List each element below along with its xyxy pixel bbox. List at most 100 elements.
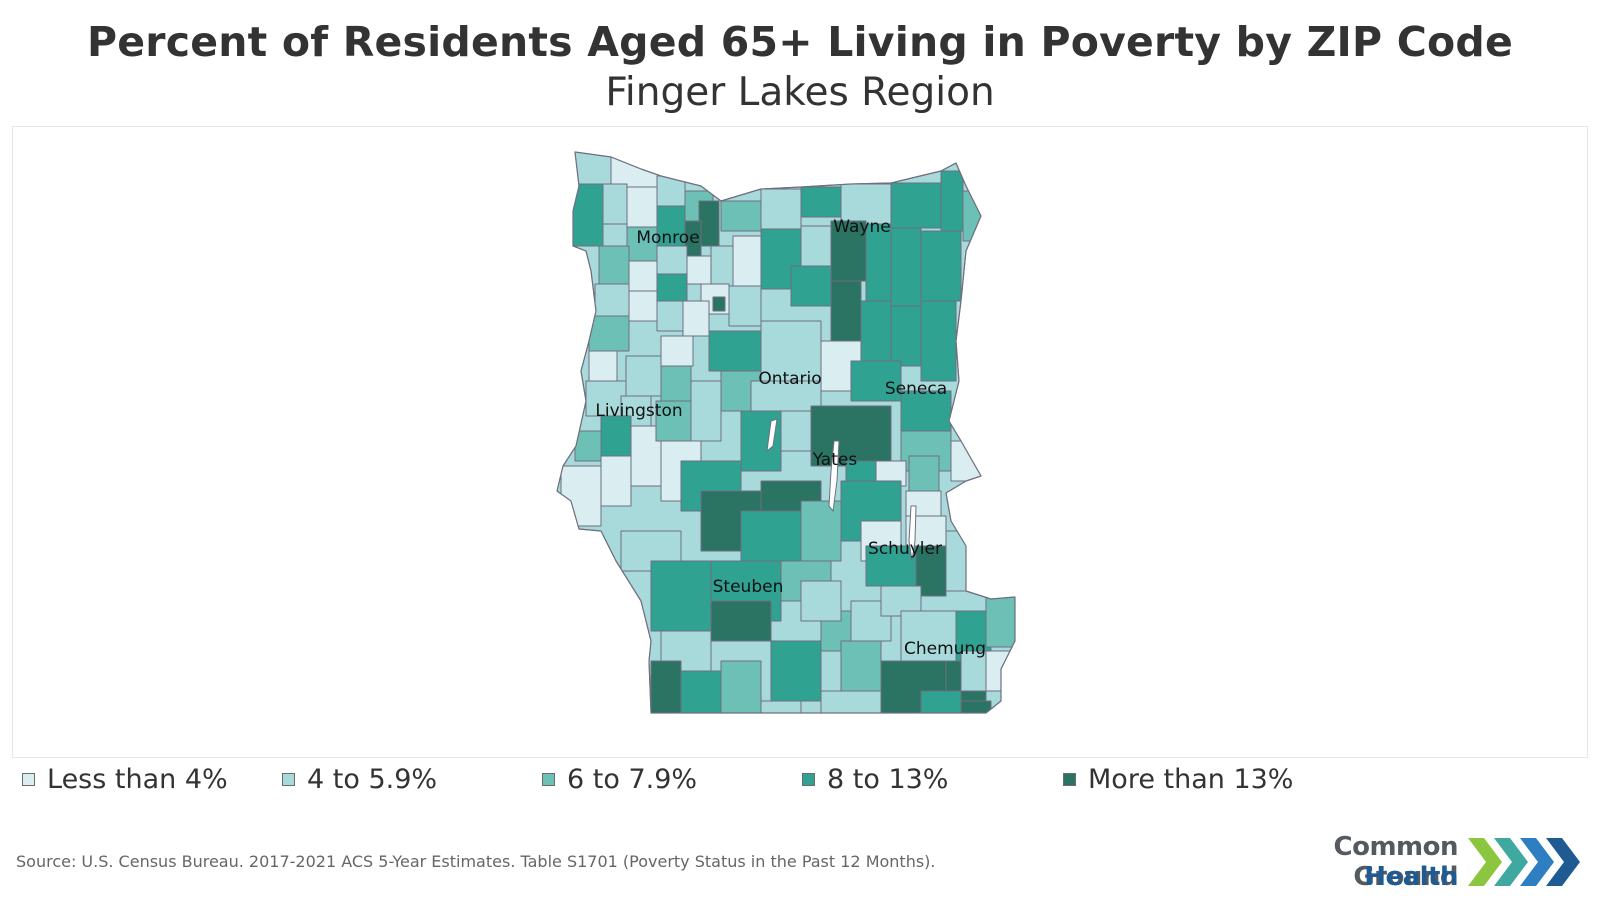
zip-area[interactable] xyxy=(602,183,628,225)
zip-area[interactable] xyxy=(800,580,842,622)
county-label-livingston: Livingston xyxy=(595,401,682,421)
county-label-wayne: Wayne xyxy=(833,217,890,237)
zip-area[interactable] xyxy=(610,156,662,188)
zip-area[interactable] xyxy=(740,510,802,562)
zip-area[interactable] xyxy=(656,245,688,275)
map-panel[interactable]: Monroe Wayne Ontario Seneca Livingston Yates S… xyxy=(12,126,1588,758)
zip-area[interactable] xyxy=(656,273,688,303)
zip-area[interactable] xyxy=(732,235,762,287)
zip-area[interactable] xyxy=(770,640,822,702)
legend-item-more-than-13[interactable]: More than 13% xyxy=(1063,764,1293,795)
common-ground-health-logo[interactable]: Common Ground Health xyxy=(1232,832,1588,892)
zip-area[interactable] xyxy=(560,465,602,527)
zip-code-map[interactable]: Monroe Wayne Ontario Seneca Livingston Yates S… xyxy=(13,127,1589,759)
zip-area[interactable] xyxy=(760,188,802,230)
zip-regions xyxy=(556,151,1016,714)
legend-swatch xyxy=(542,773,555,786)
zip-area[interactable] xyxy=(650,660,682,713)
zip-area[interactable] xyxy=(720,660,762,713)
zip-area[interactable] xyxy=(820,690,882,713)
zip-area[interactable] xyxy=(656,300,684,332)
zip-area[interactable] xyxy=(682,300,710,337)
county-label-monroe: Monroe xyxy=(636,228,699,248)
legend-item-less-than-4[interactable]: Less than 4% xyxy=(22,764,228,795)
zip-area[interactable] xyxy=(960,700,992,713)
zip-area[interactable] xyxy=(830,280,862,342)
legend-item-6-to-7-9[interactable]: 6 to 7.9% xyxy=(542,764,697,795)
zip-area[interactable] xyxy=(650,560,712,632)
legend-label: 8 to 13% xyxy=(827,764,949,795)
zip-area[interactable] xyxy=(760,320,822,382)
zip-area[interactable] xyxy=(594,283,630,317)
lakes xyxy=(766,418,917,562)
legend: Less than 4% 4 to 5.9% 6 to 7.9% 8 to 13… xyxy=(0,764,1600,804)
lake xyxy=(828,440,840,513)
zip-area[interactable] xyxy=(628,290,658,322)
legend-swatch xyxy=(802,773,815,786)
zip-area[interactable] xyxy=(656,205,686,247)
zip-area[interactable] xyxy=(900,390,952,432)
zip-area[interactable] xyxy=(728,285,762,327)
zip-area[interactable] xyxy=(690,380,722,442)
zip-area[interactable] xyxy=(800,500,842,562)
lake xyxy=(908,505,917,562)
zip-area[interactable] xyxy=(790,265,832,307)
zip-area[interactable] xyxy=(720,200,762,232)
zip-area[interactable] xyxy=(600,455,632,507)
zip-area[interactable] xyxy=(908,455,940,497)
zip-area[interactable] xyxy=(660,335,694,367)
zip-area[interactable] xyxy=(660,365,692,407)
zip-area[interactable] xyxy=(850,360,902,402)
zip-area[interactable] xyxy=(890,305,922,367)
zip-area[interactable] xyxy=(626,186,658,228)
legend-item-4-to-5-9[interactable]: 4 to 5.9% xyxy=(282,764,437,795)
zip-area[interactable] xyxy=(686,255,712,285)
legend-label: 4 to 5.9% xyxy=(307,764,438,795)
zip-area[interactable] xyxy=(708,330,762,372)
zip-area[interactable] xyxy=(920,690,962,713)
chart-subtitle: Finger Lakes Region xyxy=(605,70,995,115)
zip-area[interactable] xyxy=(710,245,734,287)
zip-area[interactable] xyxy=(625,355,662,397)
county-label-schuyler: Schuyler xyxy=(868,539,942,559)
county-label-ontario: Ontario xyxy=(758,369,821,389)
county-label-chemung: Chemung xyxy=(904,639,986,659)
legend-label: Less than 4% xyxy=(47,764,228,795)
zip-area[interactable] xyxy=(900,610,962,662)
legend-label: More than 13% xyxy=(1088,764,1294,795)
zip-area[interactable] xyxy=(680,670,722,713)
zip-area[interactable] xyxy=(860,300,892,362)
zip-area[interactable] xyxy=(920,230,962,302)
zip-area[interactable] xyxy=(588,315,630,352)
zip-area[interactable] xyxy=(655,400,695,442)
zip-area[interactable] xyxy=(810,405,892,467)
zip-area[interactable] xyxy=(920,300,957,382)
zip-area[interactable] xyxy=(940,170,964,232)
zip-area[interactable] xyxy=(628,260,658,292)
zip-area[interactable] xyxy=(950,440,982,482)
zip-area[interactable] xyxy=(698,200,720,247)
zip-area[interactable] xyxy=(890,227,922,309)
chart-title: Percent of Residents Aged 65+ Living in … xyxy=(87,18,1513,66)
zip-area[interactable] xyxy=(985,596,1015,648)
zip-area[interactable] xyxy=(626,226,658,263)
legend-swatch xyxy=(1063,773,1076,786)
lake xyxy=(766,418,778,453)
legend-item-8-to-13[interactable]: 8 to 13% xyxy=(802,764,948,795)
zip-area[interactable] xyxy=(890,182,942,229)
zip-area[interactable] xyxy=(585,380,627,417)
zip-area[interactable] xyxy=(588,350,618,382)
zip-area[interactable] xyxy=(760,700,802,713)
source-note: Source: U.S. Census Bureau. 2017-2021 AC… xyxy=(16,852,936,871)
zip-area[interactable] xyxy=(710,600,772,642)
zip-area[interactable] xyxy=(800,225,832,267)
county-label-steuben: Steuben xyxy=(713,577,784,597)
chevron-arrows-icon xyxy=(1468,838,1580,886)
zip-area[interactable] xyxy=(572,183,604,247)
zip-area[interactable] xyxy=(600,415,632,457)
logo-text-line1: Common Ground xyxy=(1333,832,1459,892)
zip-area[interactable] xyxy=(712,296,726,312)
zip-area[interactable] xyxy=(800,186,842,218)
zip-area[interactable] xyxy=(598,245,630,285)
region-outline xyxy=(556,151,1016,714)
